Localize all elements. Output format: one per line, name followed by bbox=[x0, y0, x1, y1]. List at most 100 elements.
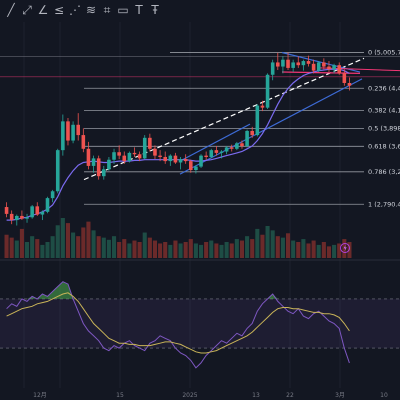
volume-bar bbox=[224, 242, 229, 258]
candle-body bbox=[76, 124, 80, 136]
candle-body bbox=[286, 59, 290, 68]
candle-body bbox=[296, 62, 301, 66]
volume-bar bbox=[60, 218, 65, 258]
volume-bar bbox=[4, 234, 9, 258]
fib-level-label: 0.618 (3,636 bbox=[368, 143, 400, 151]
oscillator-pane bbox=[0, 259, 400, 369]
volume-bar bbox=[173, 240, 178, 258]
channel-tool-icon[interactable]: ≋ bbox=[85, 3, 97, 17]
candle-body bbox=[183, 159, 188, 162]
volume-bars bbox=[4, 218, 352, 258]
event-lightning-icon[interactable] bbox=[340, 243, 350, 253]
volume-bar bbox=[19, 228, 24, 258]
volume-bar bbox=[265, 226, 270, 258]
volume-bar bbox=[255, 228, 260, 258]
x-tick-label: 22 bbox=[286, 392, 294, 399]
volume-bar bbox=[96, 236, 101, 258]
volume-bar bbox=[45, 242, 50, 258]
volume-bar bbox=[234, 239, 239, 258]
candle-body bbox=[265, 74, 270, 108]
candle-body bbox=[240, 143, 244, 147]
x-tick-label: 10 bbox=[380, 392, 388, 399]
candle-body bbox=[137, 154, 142, 159]
volume-bar bbox=[245, 236, 250, 258]
fib-level-label: 0.5 (3,898.0 bbox=[368, 125, 400, 133]
volume-bar bbox=[332, 244, 337, 258]
volume-bar bbox=[301, 239, 306, 258]
candle-body bbox=[199, 155, 203, 167]
volume-bar bbox=[117, 242, 122, 258]
volume-bar bbox=[24, 242, 30, 258]
fibonacci-retracement[interactable]: 0 (5,005.7) 0.236 (4,483 0.382 (4,159 0.5 (… bbox=[0, 49, 400, 209]
candle-body bbox=[30, 206, 34, 218]
candle-body bbox=[332, 65, 336, 70]
candle-body bbox=[107, 159, 111, 170]
volume-bar bbox=[127, 243, 132, 258]
candle-body bbox=[276, 62, 280, 67]
wedge-lower-line[interactable] bbox=[281, 71, 361, 74]
volume-bar bbox=[9, 237, 14, 258]
candle-body bbox=[61, 121, 65, 151]
x-tick-label: 15 bbox=[116, 392, 124, 399]
candle-body bbox=[91, 158, 96, 166]
candle-body bbox=[306, 61, 311, 64]
volume-bar bbox=[291, 240, 296, 258]
candle-body bbox=[142, 137, 147, 159]
candle-body bbox=[117, 152, 121, 156]
pattern-tool-icon[interactable]: ⋰ bbox=[69, 3, 81, 17]
volume-bar bbox=[35, 239, 40, 258]
ma-line bbox=[6, 68, 350, 221]
candle-body bbox=[291, 62, 295, 68]
candle-body bbox=[55, 150, 60, 192]
volume-bar bbox=[250, 239, 255, 258]
angle-tool-icon[interactable]: ∠ bbox=[37, 3, 49, 17]
candle-body bbox=[301, 61, 306, 66]
volume-bar bbox=[193, 243, 198, 258]
volume-bar bbox=[178, 243, 183, 258]
candle-body bbox=[20, 215, 24, 219]
volume-bar bbox=[311, 240, 316, 258]
volume-bar bbox=[321, 242, 326, 258]
text-tool-icon[interactable]: T bbox=[135, 3, 143, 17]
volume-bar bbox=[209, 240, 214, 258]
candle-body bbox=[260, 105, 265, 108]
channel-lower-line[interactable] bbox=[179, 78, 363, 175]
candle-body bbox=[158, 155, 162, 158]
candle-body bbox=[245, 130, 249, 147]
candle-body bbox=[50, 191, 55, 199]
gann-tool-icon[interactable]: ⌗ bbox=[103, 3, 111, 17]
oscillator-slow-line bbox=[6, 292, 350, 354]
channel-upper-line[interactable] bbox=[179, 123, 251, 162]
ray-tool-icon[interactable]: ⤢ bbox=[22, 3, 32, 17]
candle-body bbox=[4, 207, 9, 214]
volume-bar bbox=[86, 221, 91, 258]
candle-body bbox=[281, 59, 285, 67]
candle-body bbox=[337, 65, 341, 74]
time-axis: 12月 15 2025 13 22 3月 10 bbox=[33, 392, 388, 399]
candle-body bbox=[71, 124, 75, 141]
x-tick-label: 13 bbox=[252, 392, 260, 399]
candle-body bbox=[15, 215, 19, 221]
candle-body bbox=[25, 217, 29, 219]
rectangle-tool-icon[interactable]: ▭ bbox=[117, 3, 129, 17]
candle-body bbox=[66, 121, 70, 141]
candle-body bbox=[81, 135, 86, 149]
candle-body bbox=[229, 147, 234, 149]
candle-body bbox=[255, 105, 260, 136]
volume-bar bbox=[183, 242, 188, 258]
line-tool-icon[interactable]: ╱ bbox=[7, 3, 15, 17]
volume-bar bbox=[285, 233, 291, 258]
candle-body bbox=[204, 155, 208, 158]
trend-tool-icon[interactable]: ≤ bbox=[53, 3, 65, 17]
volume-bar bbox=[229, 243, 234, 258]
candle-body bbox=[214, 150, 219, 153]
volume-bar bbox=[163, 242, 168, 258]
candle-body bbox=[40, 211, 45, 215]
volume-bar bbox=[260, 234, 265, 258]
anchored-text-tool-icon[interactable]: Ŧ bbox=[151, 3, 159, 17]
volume-bar bbox=[158, 243, 163, 258]
candle-body bbox=[132, 152, 137, 155]
candle-body bbox=[347, 82, 352, 86]
volume-bar bbox=[40, 244, 45, 258]
